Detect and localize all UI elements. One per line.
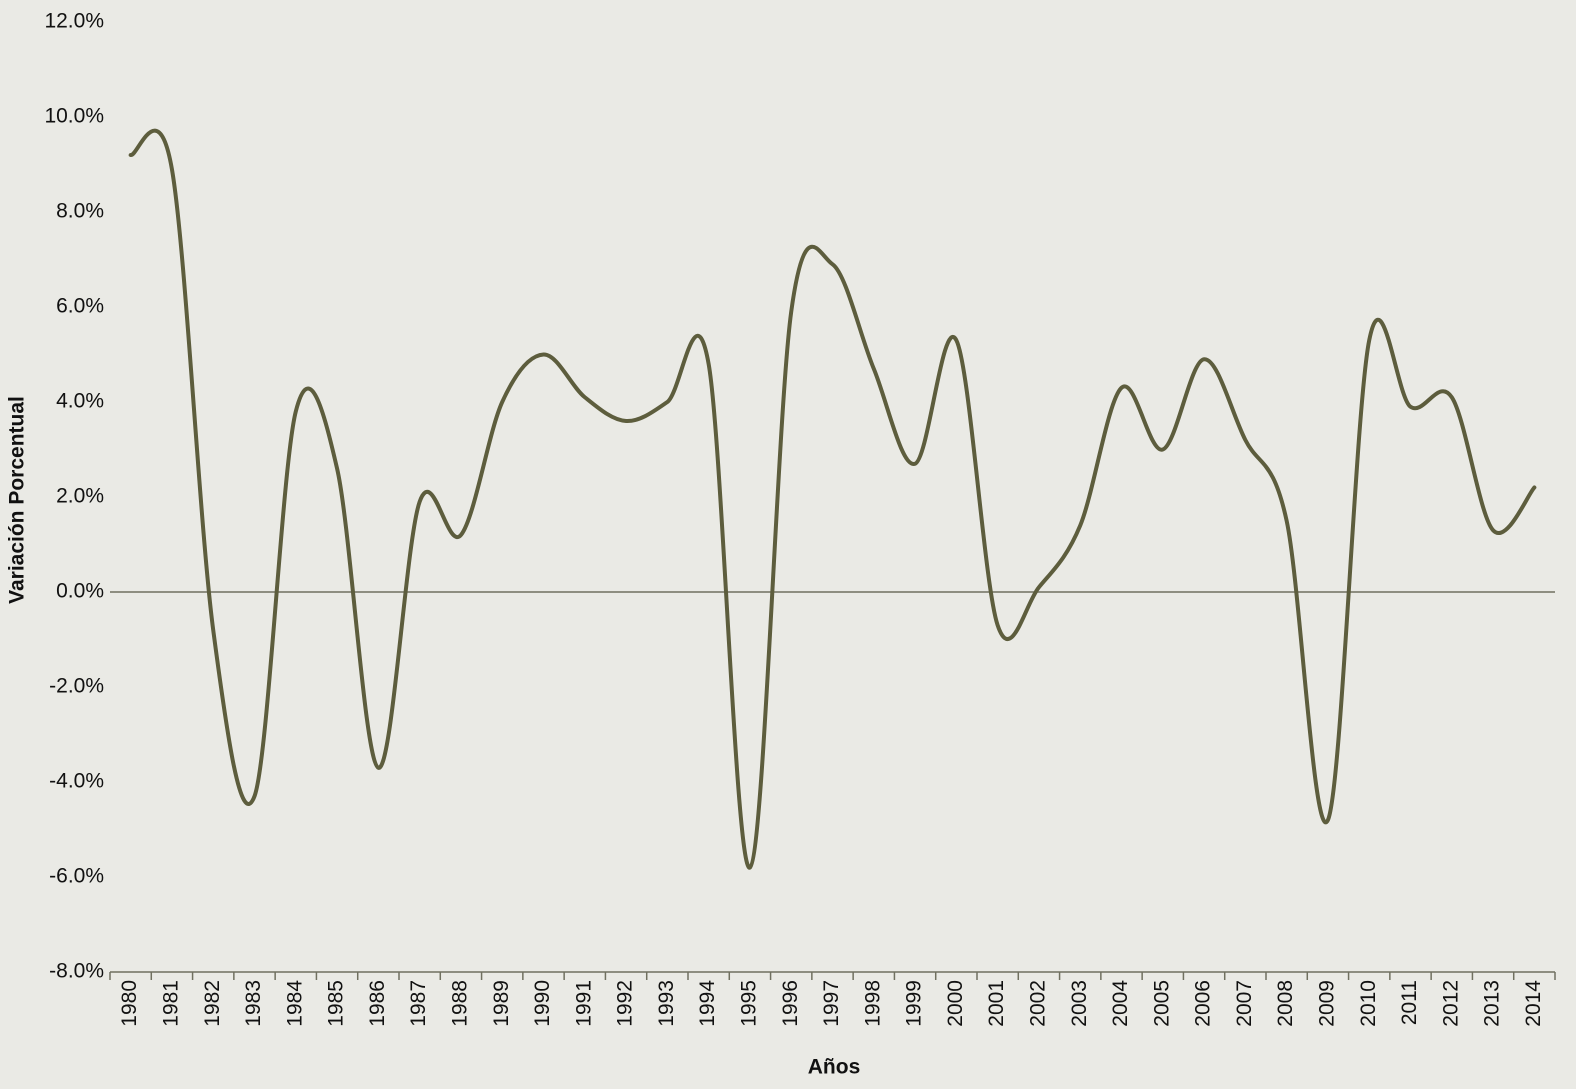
x-tick-label: 1998 — [861, 980, 884, 1027]
x-tick-label: 2006 — [1192, 980, 1215, 1027]
x-tick-label: 2009 — [1315, 980, 1338, 1027]
x-tick-label: 2003 — [1068, 980, 1091, 1027]
x-tick-label: 2004 — [1109, 980, 1132, 1027]
y-tick-label: 0.0% — [56, 580, 104, 603]
x-tick-label: 1999 — [903, 980, 926, 1027]
x-tick-label: 1982 — [201, 980, 224, 1027]
x-tick-label: 1996 — [779, 980, 802, 1027]
x-tick-label: 2008 — [1274, 980, 1297, 1027]
x-tick-label: 1989 — [490, 980, 513, 1027]
x-tick-label: 1993 — [655, 980, 678, 1027]
x-tick-label: 1986 — [366, 980, 389, 1027]
x-tick-label: 1983 — [242, 980, 265, 1027]
x-tick-label: 2000 — [944, 980, 967, 1027]
x-tick-label: 2010 — [1357, 980, 1380, 1027]
y-axis-title: Variación Porcentual — [6, 396, 29, 604]
y-tick-label: 2.0% — [56, 485, 104, 508]
x-tick-label: 2005 — [1150, 980, 1173, 1027]
y-tick-label: -2.0% — [49, 675, 104, 698]
y-tick-label: 10.0% — [44, 105, 104, 128]
x-tick-label: 1994 — [696, 980, 719, 1027]
y-tick-label: -6.0% — [49, 865, 104, 888]
x-tick-label: 1987 — [407, 980, 430, 1027]
x-tick-label: 1988 — [448, 980, 471, 1027]
x-tick-label: 2001 — [985, 980, 1008, 1027]
x-tick-label: 2002 — [1026, 980, 1049, 1027]
x-axis-title: Años — [808, 1056, 861, 1079]
x-tick-label: 1991 — [572, 980, 595, 1027]
x-tick-label: 2013 — [1481, 980, 1504, 1027]
y-tick-label: 8.0% — [56, 200, 104, 223]
y-tick-label: 12.0% — [44, 10, 104, 33]
y-tick-label: -4.0% — [49, 770, 104, 793]
x-tick-label: 1990 — [531, 980, 554, 1027]
x-tick-label: 1995 — [737, 980, 760, 1027]
y-tick-label: 6.0% — [56, 295, 104, 318]
x-tick-label: 1981 — [159, 980, 182, 1027]
x-tick-label: 1980 — [118, 980, 141, 1027]
x-tick-label: 2014 — [1522, 980, 1545, 1027]
x-tick-label: 1985 — [325, 980, 348, 1027]
x-tick-label: 2011 — [1398, 980, 1421, 1025]
x-tick-label: 2012 — [1439, 980, 1462, 1027]
data-line — [128, 128, 1537, 870]
x-tick-label: 1992 — [614, 980, 637, 1027]
x-tick-label: 1997 — [820, 980, 843, 1027]
x-tick-label: 2007 — [1233, 980, 1256, 1027]
x-tick-label: 1984 — [283, 980, 306, 1027]
y-tick-label: 4.0% — [56, 390, 104, 413]
y-tick-label: -8.0% — [49, 960, 104, 983]
